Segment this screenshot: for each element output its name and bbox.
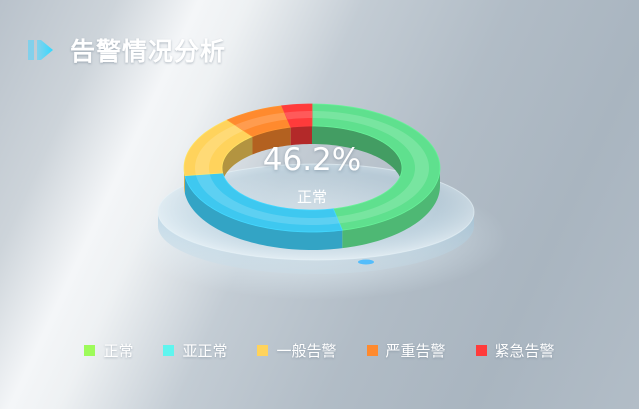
legend-swatch — [366, 345, 378, 356]
legend-label: 亚正常 — [182, 342, 228, 360]
legend-label: 严重告警 — [385, 342, 446, 360]
chart-base-highlight — [358, 259, 374, 265]
legend-swatch — [257, 345, 269, 356]
legend-item[interactable]: 一般告警 — [257, 340, 337, 361]
slice-highlight-0 — [312, 111, 429, 224]
chart-base-side — [158, 212, 474, 274]
page-title: 告警情况分析 — [70, 37, 227, 66]
slice-inner-wall-3-0 — [252, 127, 291, 155]
legend-item[interactable]: 亚正常 — [163, 340, 227, 361]
chevron-right-double-icon — [28, 40, 53, 60]
slice-inner-wall-4-0 — [290, 126, 312, 146]
legend-item[interactable]: 正常 — [84, 340, 133, 361]
slice-inner-wall-0-0 — [312, 126, 402, 186]
legend-item[interactable]: 紧急告警 — [475, 340, 555, 361]
panel-header: 告警情况分析 — [26, 32, 226, 68]
legend-item[interactable]: 严重告警 — [366, 340, 446, 361]
slice-highlight-1 — [195, 173, 340, 225]
slice-side-2 — [184, 168, 185, 194]
slice-highlight-3 — [234, 112, 288, 131]
chart-legend: 正常 亚正常 一般告警 严重告警 紧急告警 — [0, 340, 639, 361]
legend-swatch — [475, 345, 487, 356]
slice-side-0 — [342, 168, 440, 249]
legend-label: 正常 — [103, 342, 134, 360]
legend-swatch — [163, 345, 175, 356]
slice-highlight-2 — [195, 125, 244, 175]
legend-swatch — [84, 345, 96, 356]
slice-side-1 — [184, 175, 343, 250]
slice-4[interactable] — [281, 103, 313, 128]
slice-inner-wall-2-0 — [222, 136, 253, 186]
center-category: 正常 — [296, 188, 327, 206]
slice-highlight-4 — [284, 111, 312, 120]
center-percentage: 46.2% — [262, 142, 362, 178]
legend-label: 紧急告警 — [494, 342, 555, 360]
legend-label: 一般告警 — [276, 342, 337, 360]
